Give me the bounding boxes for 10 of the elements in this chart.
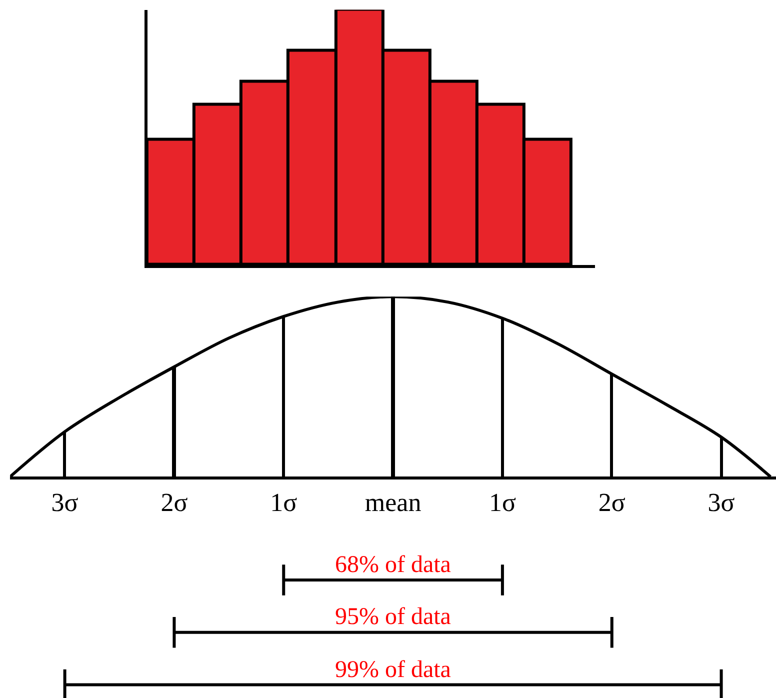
- x-tick-label: 1σ: [488, 488, 516, 517]
- x-tick-label: 3σ: [51, 488, 78, 517]
- x-tick-label: mean: [364, 488, 422, 517]
- x-tick-label: 3σ: [708, 488, 735, 517]
- text: 99% of data: [335, 657, 452, 683]
- x-tick-label: 1σ: [270, 488, 298, 517]
- x-tick-label: 2σ: [160, 488, 188, 517]
- text: 68% of data: [335, 552, 452, 578]
- text: 95% of data: [335, 604, 452, 630]
- x-tick-label: 2σ: [598, 488, 626, 517]
